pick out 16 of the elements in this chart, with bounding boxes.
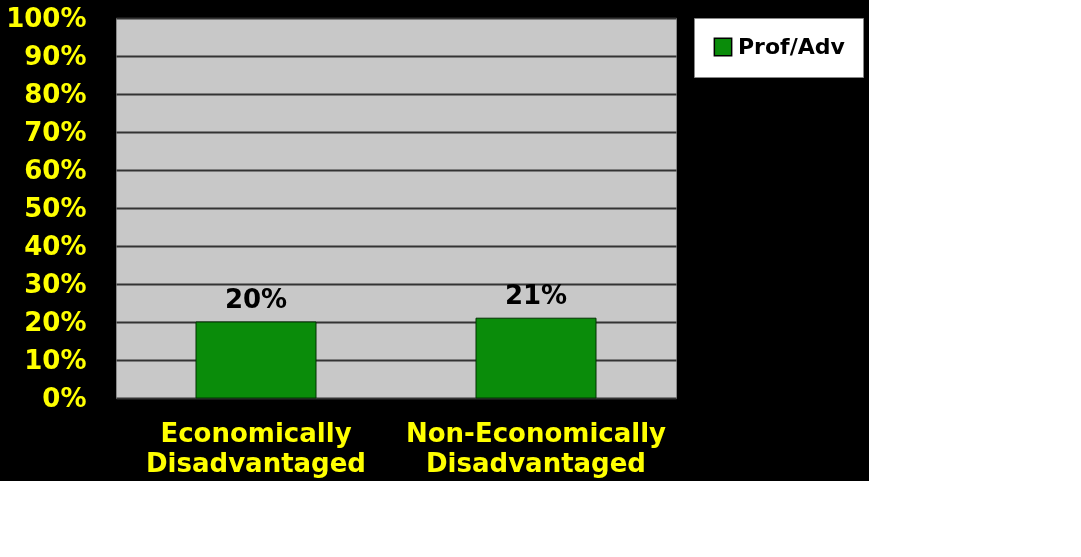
- y-tick-label: 80%: [24, 78, 87, 109]
- x-tick-label: Economically Disadvantaged: [146, 417, 366, 478]
- y-tick-label: 40%: [24, 230, 87, 261]
- y-tick-label: 100%: [6, 2, 87, 33]
- y-tick-label: 70%: [24, 116, 87, 147]
- y-tick-label: 60%: [24, 154, 87, 185]
- y-tick-label: 30%: [24, 268, 87, 299]
- legend-label: Prof/Adv: [738, 34, 846, 59]
- y-tick-label: 10%: [24, 344, 87, 375]
- y-tick-label: 90%: [24, 40, 87, 71]
- y-tick-label: 50%: [24, 192, 87, 223]
- y-tick-label: 20%: [24, 306, 87, 337]
- x-tick-label: Non-Economically Disadvantaged: [405, 417, 667, 478]
- data-label: 20%: [224, 284, 288, 314]
- data-label: 21%: [504, 280, 568, 311]
- y-tick-label: 0%: [42, 382, 87, 413]
